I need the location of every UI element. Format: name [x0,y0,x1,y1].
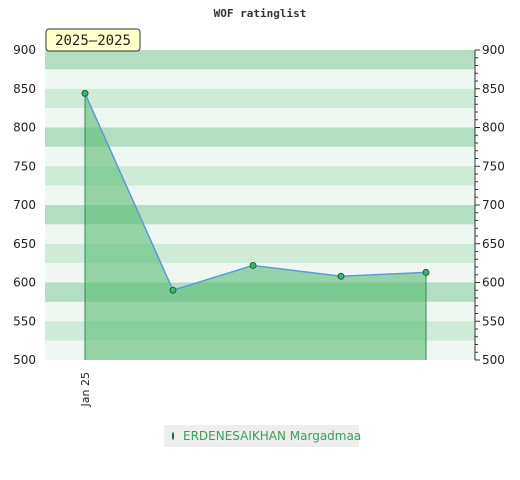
y-axis-right: 500 550 600 650 700 750 800 850 900 [474,43,505,367]
y-tick-label-right: 550 [482,314,505,328]
band [45,224,475,244]
x-tick-label: Jan 25 [79,372,92,407]
y-tick-label-left: 600 [13,276,36,290]
y-tick-label-left: 500 [13,353,36,367]
y-tick-label-left: 750 [13,159,36,173]
y-tick-label-left: 650 [13,237,36,251]
legend-marker [172,432,174,440]
data-point [169,286,177,294]
y-tick-label-right: 800 [482,121,505,135]
y-tick-label-right: 600 [482,276,505,290]
band [45,69,475,89]
y-tick-label-right: 500 [482,353,505,367]
y-axis-left: 500 550 600 650 700 750 800 850 900 [13,43,36,367]
period-badge: 2025–2025 [45,28,141,52]
x-axis: Jan 25 [79,372,92,407]
y-tick-label-left: 850 [13,82,36,96]
series-markers [81,89,430,294]
period-badge-label: 2025–2025 [55,33,131,49]
y-tick-label-right: 650 [482,237,505,251]
data-point [422,268,430,276]
y-tick-label-left: 800 [13,121,36,135]
data-point [81,89,89,97]
legend-label: ERDENESAIKHAN Margadmaa [183,429,362,443]
y-tick-label-right: 850 [482,82,505,96]
y-tick-label-right: 700 [482,198,505,212]
band [45,166,475,186]
y-tick-label-left: 550 [13,314,36,328]
band [45,88,475,109]
band [45,127,475,147]
data-point [337,272,345,280]
band [45,108,475,128]
y-tick-label-right: 750 [482,159,505,173]
y-tick-label-left: 900 [13,43,36,57]
legend: ERDENESAIKHAN Margadmaa [164,425,362,447]
data-point [249,261,257,269]
band [45,146,475,167]
y-tick-label-right: 900 [482,43,505,57]
series-area-fill [85,93,426,361]
band [45,205,475,225]
band [45,50,475,70]
chart-title: WOF ratinglist [214,7,307,20]
y-tick-label-left: 700 [13,198,36,212]
band [45,185,475,205]
